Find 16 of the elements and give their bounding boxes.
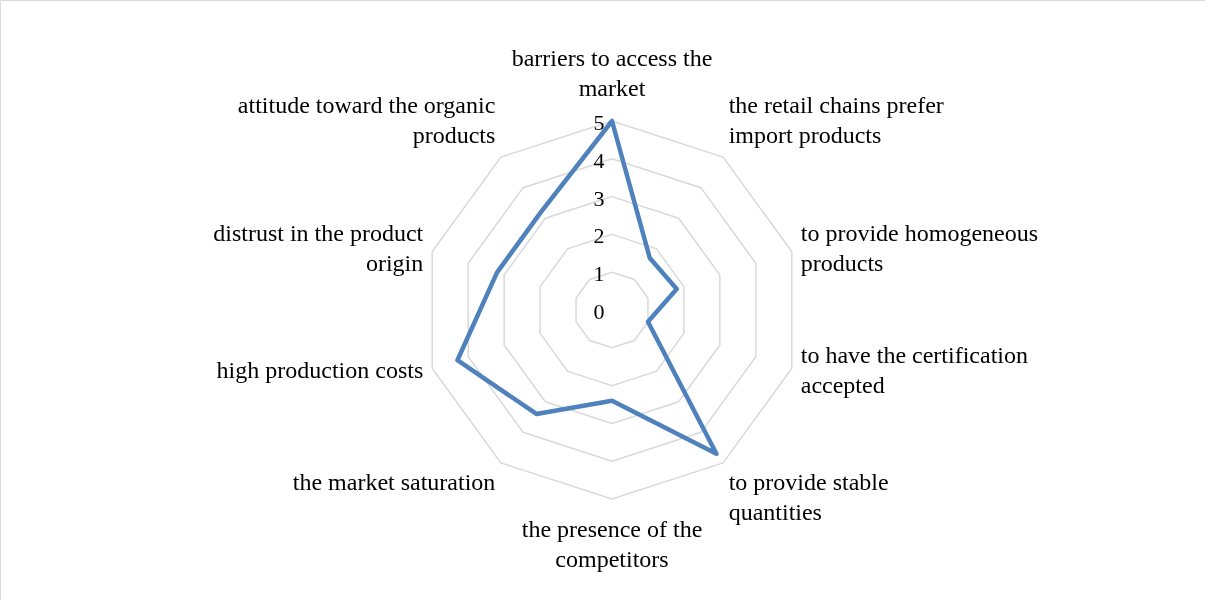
spoke-label: the market saturation — [292, 468, 496, 495]
y-tick-label: 3 — [593, 185, 605, 211]
y-tick-label: 1 — [593, 261, 605, 287]
spoke-label: the presence of the competitors — [521, 515, 703, 572]
spoke-label: attitude toward the organic products — [237, 92, 496, 149]
y-tick-label: 5 — [593, 110, 605, 135]
spoke-label: to have the certification accepted — [800, 342, 1028, 399]
spoke-label: high production costs — [216, 357, 424, 384]
spoke-label: to provide stable quantities — [728, 468, 889, 525]
y-tick-label: 0 — [593, 299, 605, 324]
y-tick-label: 4 — [593, 147, 605, 173]
spoke-label: the retail chains prefer import products — [728, 92, 944, 149]
spoke-label: to provide homogeneous products — [800, 219, 1039, 276]
spoke-label: distrust in the product origin — [213, 219, 424, 276]
y-tick-label: 2 — [593, 223, 605, 249]
spoke-label: barriers to access the market — [511, 45, 713, 102]
